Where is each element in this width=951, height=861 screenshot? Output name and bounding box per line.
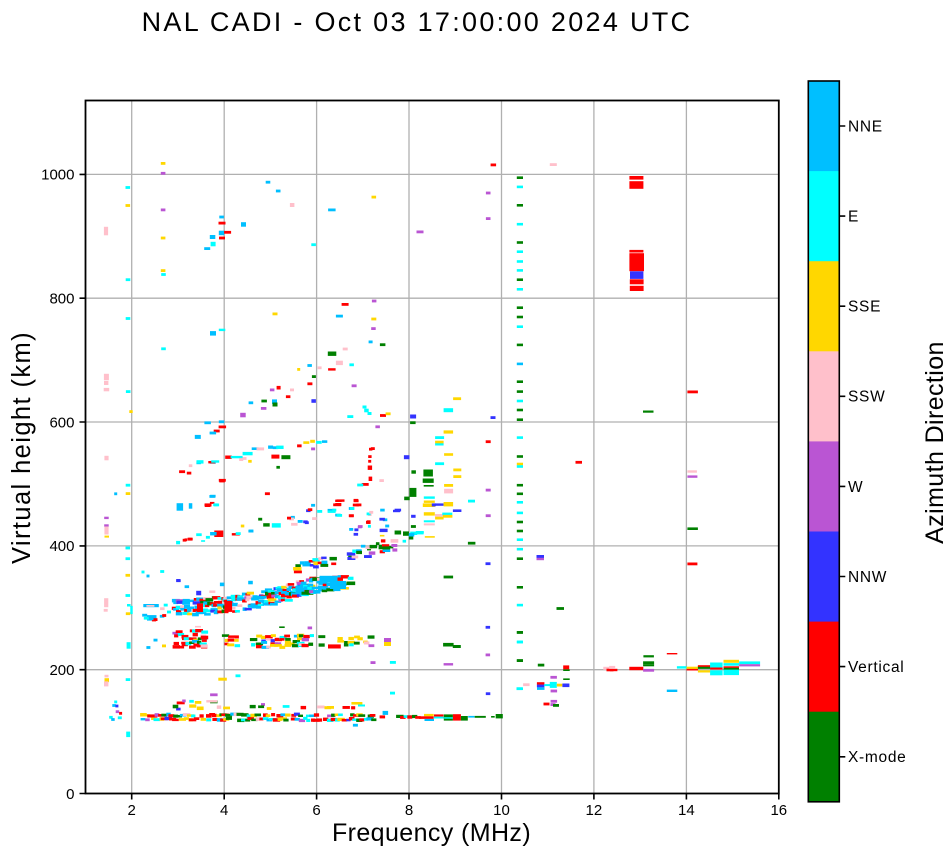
svg-text:NNW: NNW bbox=[848, 569, 887, 586]
svg-text:200: 200 bbox=[49, 662, 74, 679]
svg-text:W: W bbox=[848, 479, 863, 496]
svg-text:NAL CADI - Oct 03 17:00:00 202: NAL CADI - Oct 03 17:00:00 2024 UTC bbox=[142, 7, 693, 37]
svg-text:6: 6 bbox=[312, 802, 320, 819]
svg-text:600: 600 bbox=[49, 414, 74, 431]
svg-text:E: E bbox=[848, 208, 859, 225]
svg-text:10: 10 bbox=[493, 802, 510, 819]
svg-text:2: 2 bbox=[128, 802, 136, 819]
svg-text:400: 400 bbox=[49, 538, 74, 555]
svg-text:X-mode: X-mode bbox=[848, 749, 906, 766]
svg-text:Azimuth Direction: Azimuth Direction bbox=[921, 341, 949, 544]
svg-text:16: 16 bbox=[770, 802, 787, 819]
svg-text:SSE: SSE bbox=[848, 299, 881, 316]
svg-text:Vertical: Vertical bbox=[848, 659, 904, 676]
svg-text:4: 4 bbox=[220, 802, 228, 819]
svg-text:NNE: NNE bbox=[848, 118, 883, 135]
svg-text:0: 0 bbox=[66, 786, 74, 803]
svg-text:SSW: SSW bbox=[848, 389, 885, 406]
svg-text:800: 800 bbox=[49, 291, 74, 308]
svg-text:8: 8 bbox=[405, 802, 413, 819]
svg-text:Virtual height (km): Virtual height (km) bbox=[8, 331, 36, 564]
svg-text:1000: 1000 bbox=[41, 167, 74, 184]
svg-text:Frequency (MHz): Frequency (MHz) bbox=[332, 819, 531, 847]
svg-text:14: 14 bbox=[678, 802, 695, 819]
svg-text:12: 12 bbox=[586, 802, 603, 819]
